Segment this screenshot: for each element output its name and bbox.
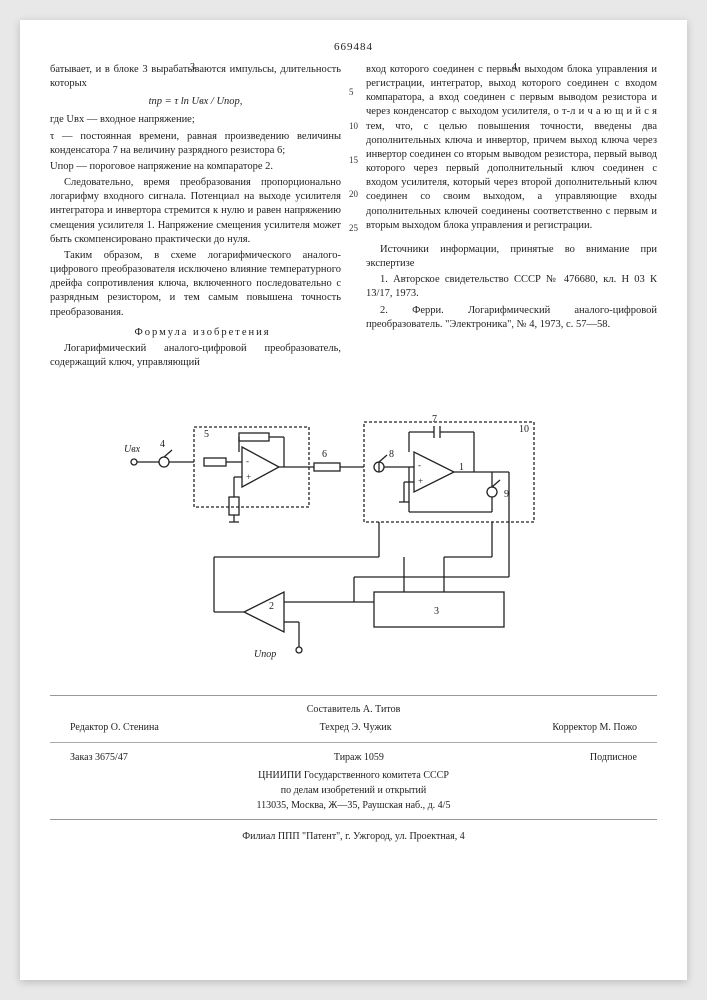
formula: tпр = τ ln Uвх / Uпор, [50, 95, 341, 109]
patent-page: 669484 3 4 5 10 15 20 25 батывает, и в б… [20, 20, 687, 980]
paragraph: где Uвх — входное напряжение; [50, 113, 341, 127]
footer-corrector: Корректор М. Пожо [552, 720, 637, 735]
label-8: 8 [389, 449, 394, 460]
svg-text:+: + [418, 476, 423, 486]
label-upor: Uпор [254, 649, 276, 660]
paragraph: батывает, и в блоке 3 вырабатываются имп… [50, 63, 341, 91]
label-7: 7 [432, 414, 437, 425]
left-column: батывает, и в блоке 3 вырабатываются имп… [50, 63, 341, 372]
paragraph: Uпор — пороговое напряжение на компарато… [50, 160, 341, 174]
label-2: 2 [269, 601, 274, 612]
footer-staff-row: Редактор О. Стенина Техред Э. Чужик Корр… [50, 717, 657, 738]
label-3: 3 [434, 606, 439, 617]
footer-order-row: Заказ 3675/47 Тираж 1059 Подписное [50, 747, 657, 768]
label-6: 6 [322, 449, 327, 460]
svg-text:-: - [246, 456, 249, 466]
label-5: 5 [204, 429, 209, 440]
paragraph: 2. Ферри. Логарифмический аналого-цифров… [366, 304, 657, 332]
linenum: 20 [349, 190, 358, 199]
svg-text:-: - [418, 460, 421, 470]
linenum: 10 [349, 122, 358, 131]
label-10: 10 [519, 424, 529, 435]
footer-address: 113035, Москва, Ж—35, Раушская наб., д. … [50, 798, 657, 813]
footer-circulation: Тираж 1059 [334, 750, 384, 765]
section-title: Формула изобретения [50, 326, 341, 340]
line-numbers: 5 10 15 20 25 [349, 88, 358, 233]
footer-compiler: Составитель А. Титов [50, 702, 657, 717]
linenum: 5 [349, 88, 358, 97]
svg-text:+: + [246, 472, 251, 482]
label-4: 4 [160, 439, 165, 450]
footer-order: Заказ 3675/47 [70, 750, 128, 765]
footer-block: Составитель А. Титов Редактор О. Стенина… [50, 695, 657, 820]
footer-techred: Техред Э. Чужик [320, 720, 392, 735]
paragraph: 1. Авторское свидетельство СССР № 476680… [366, 273, 657, 301]
label-uvx: Uвх [124, 444, 141, 455]
footer-org: ЦНИИПИ Государственного комитета СССР [50, 768, 657, 783]
paragraph: вход которого соединен с первым выходом … [366, 63, 657, 233]
footer-signed: Подписное [590, 750, 637, 765]
col-num-left: 3 [190, 61, 195, 75]
paragraph: Следовательно, время преобразования проп… [50, 176, 341, 247]
paragraph: τ — постоянная времени, равная произведе… [50, 130, 341, 158]
paragraph: Источники информации, принятые во вниман… [366, 243, 657, 271]
linenum: 15 [349, 156, 358, 165]
paragraph: Логарифмический аналого-цифровой преобра… [50, 342, 341, 370]
footer-editor: Редактор О. Стенина [70, 720, 159, 735]
circuit-svg: Uвх 4 5 - + [114, 402, 594, 662]
col-num-right: 4 [512, 61, 517, 75]
footer-branch: Филиал ППП "Патент", г. Ужгород, ул. Про… [50, 830, 657, 844]
linenum: 25 [349, 224, 358, 233]
paragraph: Таким образом, в схеме логарифмического … [50, 249, 341, 320]
footer-dept: по делам изобретений и открытий [50, 783, 657, 798]
right-column: вход которого соединен с первым выходом … [366, 63, 657, 372]
circuit-diagram: Uвх 4 5 - + [50, 402, 657, 667]
label-9: 9 [504, 489, 509, 500]
patent-number: 669484 [50, 40, 657, 55]
